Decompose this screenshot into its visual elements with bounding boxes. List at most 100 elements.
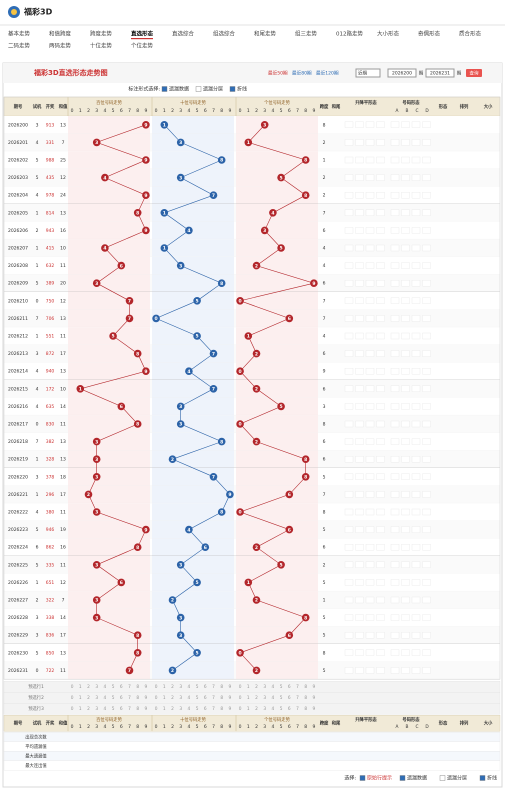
nav-tab[interactable]: 直选综合 bbox=[172, 30, 195, 38]
preselect-digit[interactable]: 7 bbox=[128, 695, 131, 701]
preselect-digit[interactable]: 9 bbox=[313, 684, 316, 690]
option-checkbox[interactable] bbox=[195, 86, 202, 92]
option-checkbox[interactable] bbox=[161, 86, 168, 92]
period-select[interactable] bbox=[355, 68, 381, 78]
preselect-digit[interactable]: 7 bbox=[296, 695, 299, 701]
footer-checkbox[interactable] bbox=[479, 775, 486, 781]
preselect-digit[interactable]: 7 bbox=[212, 684, 215, 690]
preselect-digit[interactable]: 7 bbox=[128, 684, 131, 690]
preselect-digit[interactable]: 0 bbox=[239, 695, 242, 701]
preselect-digit[interactable]: 9 bbox=[229, 684, 232, 690]
footer-option[interactable]: 遗漏分层 bbox=[447, 775, 467, 782]
option-checkbox[interactable] bbox=[229, 86, 236, 92]
option-label[interactable]: 遗漏数据 bbox=[169, 86, 189, 93]
nav-tab[interactable]: 二码走势 bbox=[8, 42, 31, 50]
preselect-digit[interactable]: 3 bbox=[179, 684, 182, 690]
preselect-digit[interactable]: 6 bbox=[204, 695, 207, 701]
preselect-digit[interactable]: 2 bbox=[255, 695, 258, 701]
footer-option[interactable]: 遗漏数据 bbox=[407, 775, 427, 782]
preselect-digit[interactable]: 3 bbox=[263, 695, 266, 701]
preselect-digit[interactable]: 5 bbox=[280, 706, 283, 712]
nav-tab[interactable]: 质合形态 bbox=[459, 30, 482, 38]
preselect-digit[interactable]: 0 bbox=[71, 695, 74, 701]
nav-tab[interactable]: 组选综合 bbox=[213, 30, 236, 38]
preselect-digit[interactable]: 9 bbox=[229, 695, 232, 701]
preselect-digit[interactable]: 8 bbox=[220, 695, 223, 701]
nav-tab[interactable]: 大小形态 bbox=[377, 30, 400, 38]
preselect-digit[interactable]: 8 bbox=[304, 684, 307, 690]
preselect-digit[interactable]: 2 bbox=[171, 684, 174, 690]
preselect-digit[interactable]: 5 bbox=[196, 706, 199, 712]
preselect-digit[interactable]: 2 bbox=[171, 706, 174, 712]
preselect-digit[interactable]: 1 bbox=[163, 706, 166, 712]
preselect-digit[interactable]: 4 bbox=[188, 684, 191, 690]
preselect-digit[interactable]: 4 bbox=[188, 706, 191, 712]
range-link[interactable]: 最近50期 bbox=[268, 70, 288, 77]
preselect-digit[interactable]: 3 bbox=[263, 706, 266, 712]
preselect-digit[interactable]: 1 bbox=[247, 684, 250, 690]
preselect-digit[interactable]: 3 bbox=[179, 706, 182, 712]
preselect-digit[interactable]: 1 bbox=[79, 695, 82, 701]
nav-tab[interactable]: 奇偶形态 bbox=[418, 30, 441, 38]
preselect-digit[interactable]: 3 bbox=[263, 684, 266, 690]
preselect-digit[interactable]: 6 bbox=[120, 695, 123, 701]
preselect-digit[interactable]: 8 bbox=[136, 706, 139, 712]
preselect-digit[interactable]: 9 bbox=[229, 706, 232, 712]
preselect-digit[interactable]: 6 bbox=[120, 706, 123, 712]
preselect-digit[interactable]: 0 bbox=[71, 684, 74, 690]
preselect-digit[interactable]: 0 bbox=[155, 706, 158, 712]
preselect-digit[interactable]: 6 bbox=[288, 695, 291, 701]
preselect-digit[interactable]: 8 bbox=[220, 684, 223, 690]
preselect-digit[interactable]: 4 bbox=[104, 684, 107, 690]
preselect-digit[interactable]: 5 bbox=[112, 684, 115, 690]
preselect-digit[interactable]: 5 bbox=[196, 684, 199, 690]
footer-option[interactable]: 折线 bbox=[487, 775, 497, 782]
footer-option[interactable]: 原始行提示 bbox=[367, 775, 392, 782]
preselect-digit[interactable]: 0 bbox=[71, 706, 74, 712]
preselect-digit[interactable]: 7 bbox=[128, 706, 131, 712]
preselect-digit[interactable]: 6 bbox=[204, 706, 207, 712]
preselect-digit[interactable]: 4 bbox=[272, 706, 275, 712]
nav-tab[interactable]: 和尾走势 bbox=[254, 30, 277, 38]
preselect-digit[interactable]: 5 bbox=[112, 706, 115, 712]
preselect-digit[interactable]: 5 bbox=[196, 695, 199, 701]
preselect-digit[interactable]: 7 bbox=[296, 706, 299, 712]
preselect-digit[interactable]: 3 bbox=[95, 695, 98, 701]
preselect-digit[interactable]: 0 bbox=[155, 695, 158, 701]
preselect-digit[interactable]: 8 bbox=[304, 695, 307, 701]
preselect-digit[interactable]: 5 bbox=[112, 695, 115, 701]
preselect-digit[interactable]: 7 bbox=[212, 695, 215, 701]
range-link[interactable]: 最近80期 bbox=[292, 70, 312, 77]
footer-checkbox[interactable] bbox=[399, 775, 406, 781]
nav-tab[interactable]: 直选形态 bbox=[131, 30, 154, 38]
preselect-digit[interactable]: 9 bbox=[145, 695, 148, 701]
option-label[interactable]: 折线 bbox=[237, 86, 247, 93]
range-link[interactable]: 最近120期 bbox=[316, 70, 339, 77]
preselect-digit[interactable]: 1 bbox=[79, 706, 82, 712]
preselect-digit[interactable]: 6 bbox=[204, 684, 207, 690]
preselect-digit[interactable]: 6 bbox=[120, 684, 123, 690]
preselect-digit[interactable]: 4 bbox=[272, 695, 275, 701]
preselect-digit[interactable]: 9 bbox=[313, 695, 316, 701]
nav-tab[interactable]: 跨度走势 bbox=[90, 30, 113, 38]
footer-checkbox[interactable] bbox=[359, 775, 366, 781]
preselect-digit[interactable]: 5 bbox=[280, 684, 283, 690]
preselect-digit[interactable]: 9 bbox=[145, 684, 148, 690]
preselect-digit[interactable]: 4 bbox=[104, 706, 107, 712]
preselect-digit[interactable]: 0 bbox=[155, 684, 158, 690]
preselect-digit[interactable]: 6 bbox=[288, 706, 291, 712]
preselect-digit[interactable]: 2 bbox=[171, 695, 174, 701]
preselect-digit[interactable]: 2 bbox=[255, 684, 258, 690]
to-input[interactable] bbox=[425, 68, 455, 78]
preselect-digit[interactable]: 2 bbox=[255, 706, 258, 712]
nav-tab[interactable]: 和值跨度 bbox=[49, 30, 72, 38]
preselect-digit[interactable]: 8 bbox=[220, 706, 223, 712]
preselect-digit[interactable]: 5 bbox=[280, 695, 283, 701]
preselect-digit[interactable]: 8 bbox=[136, 695, 139, 701]
query-button[interactable] bbox=[466, 69, 482, 77]
nav-tab[interactable]: 012路走势 bbox=[336, 30, 363, 38]
period-select-text[interactable]: 近期 bbox=[358, 70, 367, 77]
preselect-digit[interactable]: 1 bbox=[247, 706, 250, 712]
footer-checkbox[interactable] bbox=[439, 775, 446, 781]
preselect-digit[interactable]: 1 bbox=[163, 695, 166, 701]
